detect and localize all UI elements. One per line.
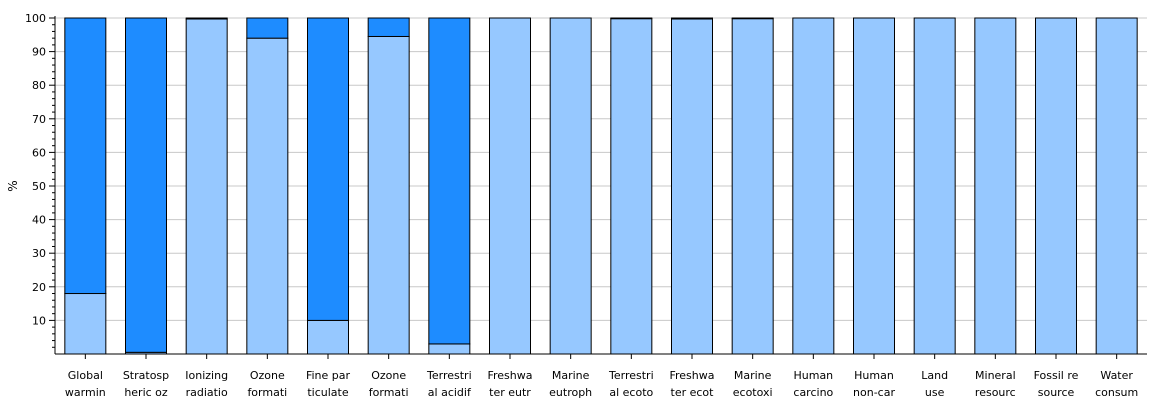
x-tick-label: Global xyxy=(68,369,103,382)
bar-segment xyxy=(671,18,713,355)
bar-segment xyxy=(367,35,410,355)
x-tick-label: Freshwa xyxy=(669,369,714,382)
bar-segment xyxy=(731,17,774,20)
bar-segment xyxy=(428,343,471,355)
y-axis-label: % xyxy=(6,180,20,191)
axis-layer xyxy=(49,16,1147,359)
bar-segment xyxy=(792,17,835,355)
x-tick-label: Fine par xyxy=(306,369,351,382)
x-tick-label: Freshwa xyxy=(487,369,532,382)
bar-segment xyxy=(428,17,471,345)
x-tick-label: warmin xyxy=(65,386,106,399)
x-tick-label: ter ecot xyxy=(671,386,715,399)
bar-segment xyxy=(307,17,349,321)
bar-segment xyxy=(913,17,956,355)
label-layer: 10 20 30 40 50 60 70 80 90 100 Global warmin Stratos… xyxy=(25,12,1138,399)
x-tick-label: Water xyxy=(1100,369,1133,382)
x-tick-label: formati xyxy=(369,386,409,399)
x-tick-label: radiatio xyxy=(186,386,228,399)
bar-segment xyxy=(185,18,228,355)
x-tick-label: non-car xyxy=(853,386,895,399)
y-tick-label: 70 xyxy=(32,113,46,126)
x-tick-label: Ozone xyxy=(250,369,285,382)
bar-segment xyxy=(64,293,107,355)
x-tick-label: Terrestri xyxy=(426,369,472,382)
bar-segment xyxy=(246,37,289,355)
x-tick-label: Human xyxy=(793,369,833,382)
bar-segment xyxy=(1035,17,1077,355)
x-tick-label: ticulate xyxy=(307,386,348,399)
x-tick-label: carcino xyxy=(793,386,833,399)
x-tick-label: ter eutr xyxy=(489,386,531,399)
x-tick-label: al acidif xyxy=(428,386,472,399)
grid-layer xyxy=(55,17,1147,321)
x-tick-label: ecotoxi xyxy=(733,386,773,399)
bar-segment xyxy=(610,17,653,20)
bar-layer xyxy=(64,17,1138,355)
x-tick-label: al ecoto xyxy=(609,386,653,399)
y-tick-label: 80 xyxy=(32,79,46,92)
x-tick-label: Stratosp xyxy=(123,369,169,382)
x-tick-label: heric oz xyxy=(124,386,168,399)
y-tick-label: 30 xyxy=(32,247,46,260)
y-tick-label: 100 xyxy=(25,12,46,25)
x-tick-label: Ionizing xyxy=(185,369,228,382)
bar-segment xyxy=(489,17,531,355)
y-tick-label: 50 xyxy=(32,180,46,193)
bar-segment xyxy=(610,18,653,355)
bar-segment xyxy=(246,17,289,39)
y-tick-label: 60 xyxy=(32,146,46,159)
x-tick-label: Human xyxy=(854,369,894,382)
y-tick-label: 90 xyxy=(32,46,46,59)
x-tick-label: source xyxy=(1038,386,1075,399)
x-tick-label: Terrestri xyxy=(608,369,654,382)
y-tick-label: 40 xyxy=(32,214,46,227)
bar-segment xyxy=(549,17,592,355)
bar-segment xyxy=(671,17,713,20)
bar-segment xyxy=(731,18,774,355)
y-tick-label: 10 xyxy=(32,314,46,327)
x-tick-label: formati xyxy=(247,386,287,399)
x-tick-label: Fossil re xyxy=(1034,369,1079,382)
bar-segment xyxy=(307,319,349,355)
x-tick-label: eutroph xyxy=(549,386,592,399)
bar-segment xyxy=(974,17,1017,355)
bar-segment xyxy=(125,17,167,353)
x-tick-label: resourc xyxy=(975,386,1016,399)
x-tick-label: consum xyxy=(1095,386,1138,399)
x-tick-label: Marine xyxy=(734,369,772,382)
bar-segment xyxy=(64,17,107,295)
y-tick-label: 20 xyxy=(32,281,46,294)
x-tick-label: Ozone xyxy=(371,369,406,382)
bar-segment xyxy=(185,17,228,20)
bar-segment xyxy=(853,17,895,355)
x-tick-label: use xyxy=(925,386,945,399)
bar-segment xyxy=(1095,17,1138,355)
x-tick-label: Mineral xyxy=(975,369,1016,382)
x-tick-label: Marine xyxy=(552,369,590,382)
bar-segment xyxy=(367,17,410,37)
x-tick-label: Land xyxy=(921,369,948,382)
